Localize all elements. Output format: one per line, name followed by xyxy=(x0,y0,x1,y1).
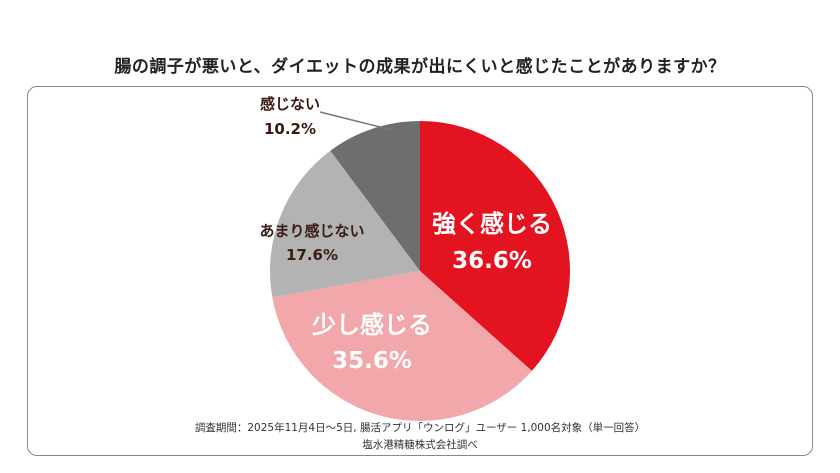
slice-label-3: あまり感じない xyxy=(259,222,364,240)
slice-label-2: 少し感じる xyxy=(311,311,432,339)
survey-credit: 塩水港精糖株式会社調べ xyxy=(362,439,478,451)
survey-period: 調査期間：2025年11月4日〜5日, 腸活アプリ「ウンログ」ユーザー 1,00… xyxy=(194,422,646,434)
slice-value-3: 17.6% xyxy=(286,246,338,264)
slice-value-4: 10.2% xyxy=(264,120,316,138)
slice-value-2: 35.6% xyxy=(332,348,412,374)
pie-slice-4 xyxy=(330,121,420,271)
chart-title: 腸の調子が悪いと、ダイエットの成果が出にくいと感じたことがありますか？ xyxy=(114,57,726,77)
pie-slice-2 xyxy=(272,271,532,422)
slice-label-1: 強く感じる xyxy=(432,210,552,238)
slice-label-4: 感じない xyxy=(260,95,320,113)
chart-frame xyxy=(27,86,813,456)
slice-value-1: 36.6% xyxy=(452,248,532,274)
pie-slice-1 xyxy=(420,121,571,371)
pie-slice-3 xyxy=(269,150,420,298)
source-note: 調査期間：2025年11月4日〜5日, 腸活アプリ「ウンログ」ユーザー 1,00… xyxy=(0,420,840,454)
leader-line xyxy=(319,111,393,131)
